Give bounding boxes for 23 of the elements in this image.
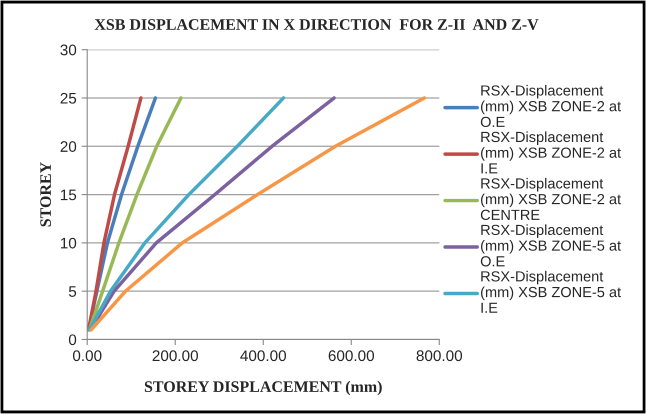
legend-label: RSX-Displacement (mm) XSB ZONE-2 at O.E	[480, 84, 621, 128]
x-tick-label: 200.00	[152, 350, 198, 362]
y-tick-label: 15	[60, 190, 76, 200]
chart-title: XSB DISPLACEMENT IN X DIRECTION FOR Z-II AND Z-V	[94, 19, 539, 30]
line-series	[88, 96, 286, 332]
y-tick-label: 5	[68, 286, 76, 297]
y-tick-label: 25	[60, 92, 76, 104]
y-tick-label: 10	[60, 238, 76, 249]
y-tick-label: 30	[60, 44, 76, 56]
y-tick-label: 0	[68, 334, 76, 346]
x-tick-label: 0.00	[72, 350, 102, 362]
x-tick-label: 600.00	[328, 350, 374, 362]
legend-label: RSX-Displacement (mm) XSB ZONE-2 at I.E	[481, 131, 621, 174]
line-series	[87, 96, 143, 332]
legend-label: RSX-Displacement (mm) XSB ZONE-2 at CENTRE	[480, 178, 621, 220]
y-axis-title: STOREY	[40, 162, 51, 226]
x-axis-title: STOREY DISPLACEMENT (mm)	[144, 380, 382, 396]
x-tick-label: 400.00	[240, 350, 286, 362]
y-tick-label: 20	[60, 141, 76, 152]
legend-label: RSX-Displacement (mm) XSB ZONE-5 at I.E	[481, 270, 621, 313]
legend-label: RSX-Displacement (mm) XSB ZONE-5 at O.E	[480, 224, 621, 266]
x-tick-label: 800.00	[416, 350, 462, 362]
line-series	[89, 96, 426, 332]
